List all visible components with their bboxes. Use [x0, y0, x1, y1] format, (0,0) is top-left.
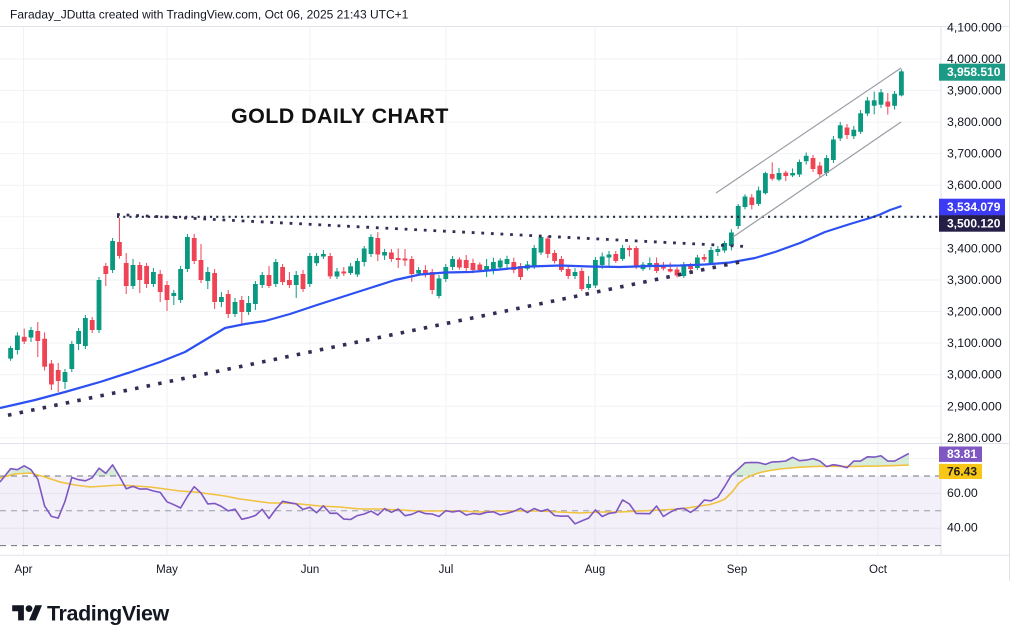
svg-text:Aug: Aug	[585, 564, 605, 576]
svg-text:3,100.000: 3,100.000	[947, 336, 1002, 350]
svg-text:Apr: Apr	[15, 564, 33, 576]
svg-text:3,900.000: 3,900.000	[947, 84, 1002, 98]
svg-text:4,100.000: 4,100.000	[947, 20, 1002, 34]
svg-text:3,400.000: 3,400.000	[947, 241, 1002, 255]
svg-text:60.00: 60.00	[947, 486, 978, 500]
svg-text:76.43: 76.43	[947, 464, 977, 478]
svg-text:TradingView: TradingView	[47, 602, 170, 626]
svg-text:3,958.510: 3,958.510	[947, 65, 1001, 79]
svg-text:Jun: Jun	[301, 564, 320, 576]
svg-text:83.81: 83.81	[947, 447, 977, 461]
svg-text:Oct: Oct	[869, 564, 888, 576]
svg-text:3,534.079: 3,534.079	[947, 200, 1001, 214]
svg-text:3,700.000: 3,700.000	[947, 147, 1002, 161]
svg-text:3,800.000: 3,800.000	[947, 115, 1002, 129]
svg-text:2,800.000: 2,800.000	[947, 431, 1002, 445]
svg-text:3,000.000: 3,000.000	[947, 368, 1002, 382]
svg-text:May: May	[156, 564, 178, 576]
svg-text:Sep: Sep	[727, 564, 747, 576]
svg-text:3,200.000: 3,200.000	[947, 305, 1002, 319]
svg-text:3,600.000: 3,600.000	[947, 178, 1002, 192]
svg-text:Faraday_JDutta created with Tr: Faraday_JDutta created with TradingView.…	[10, 8, 409, 22]
svg-text:3,500.120: 3,500.120	[947, 216, 1001, 230]
svg-text:GOLD DAILY CHART: GOLD DAILY CHART	[231, 104, 449, 128]
svg-text:3,300.000: 3,300.000	[947, 273, 1002, 287]
svg-text:Jul: Jul	[439, 564, 454, 576]
svg-text:4,000.000: 4,000.000	[947, 52, 1002, 66]
svg-text:2,900.000: 2,900.000	[947, 399, 1002, 413]
svg-text:40.00: 40.00	[947, 521, 978, 535]
